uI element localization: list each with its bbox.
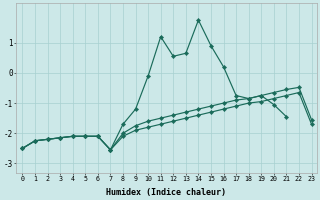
X-axis label: Humidex (Indice chaleur): Humidex (Indice chaleur) xyxy=(106,188,226,197)
